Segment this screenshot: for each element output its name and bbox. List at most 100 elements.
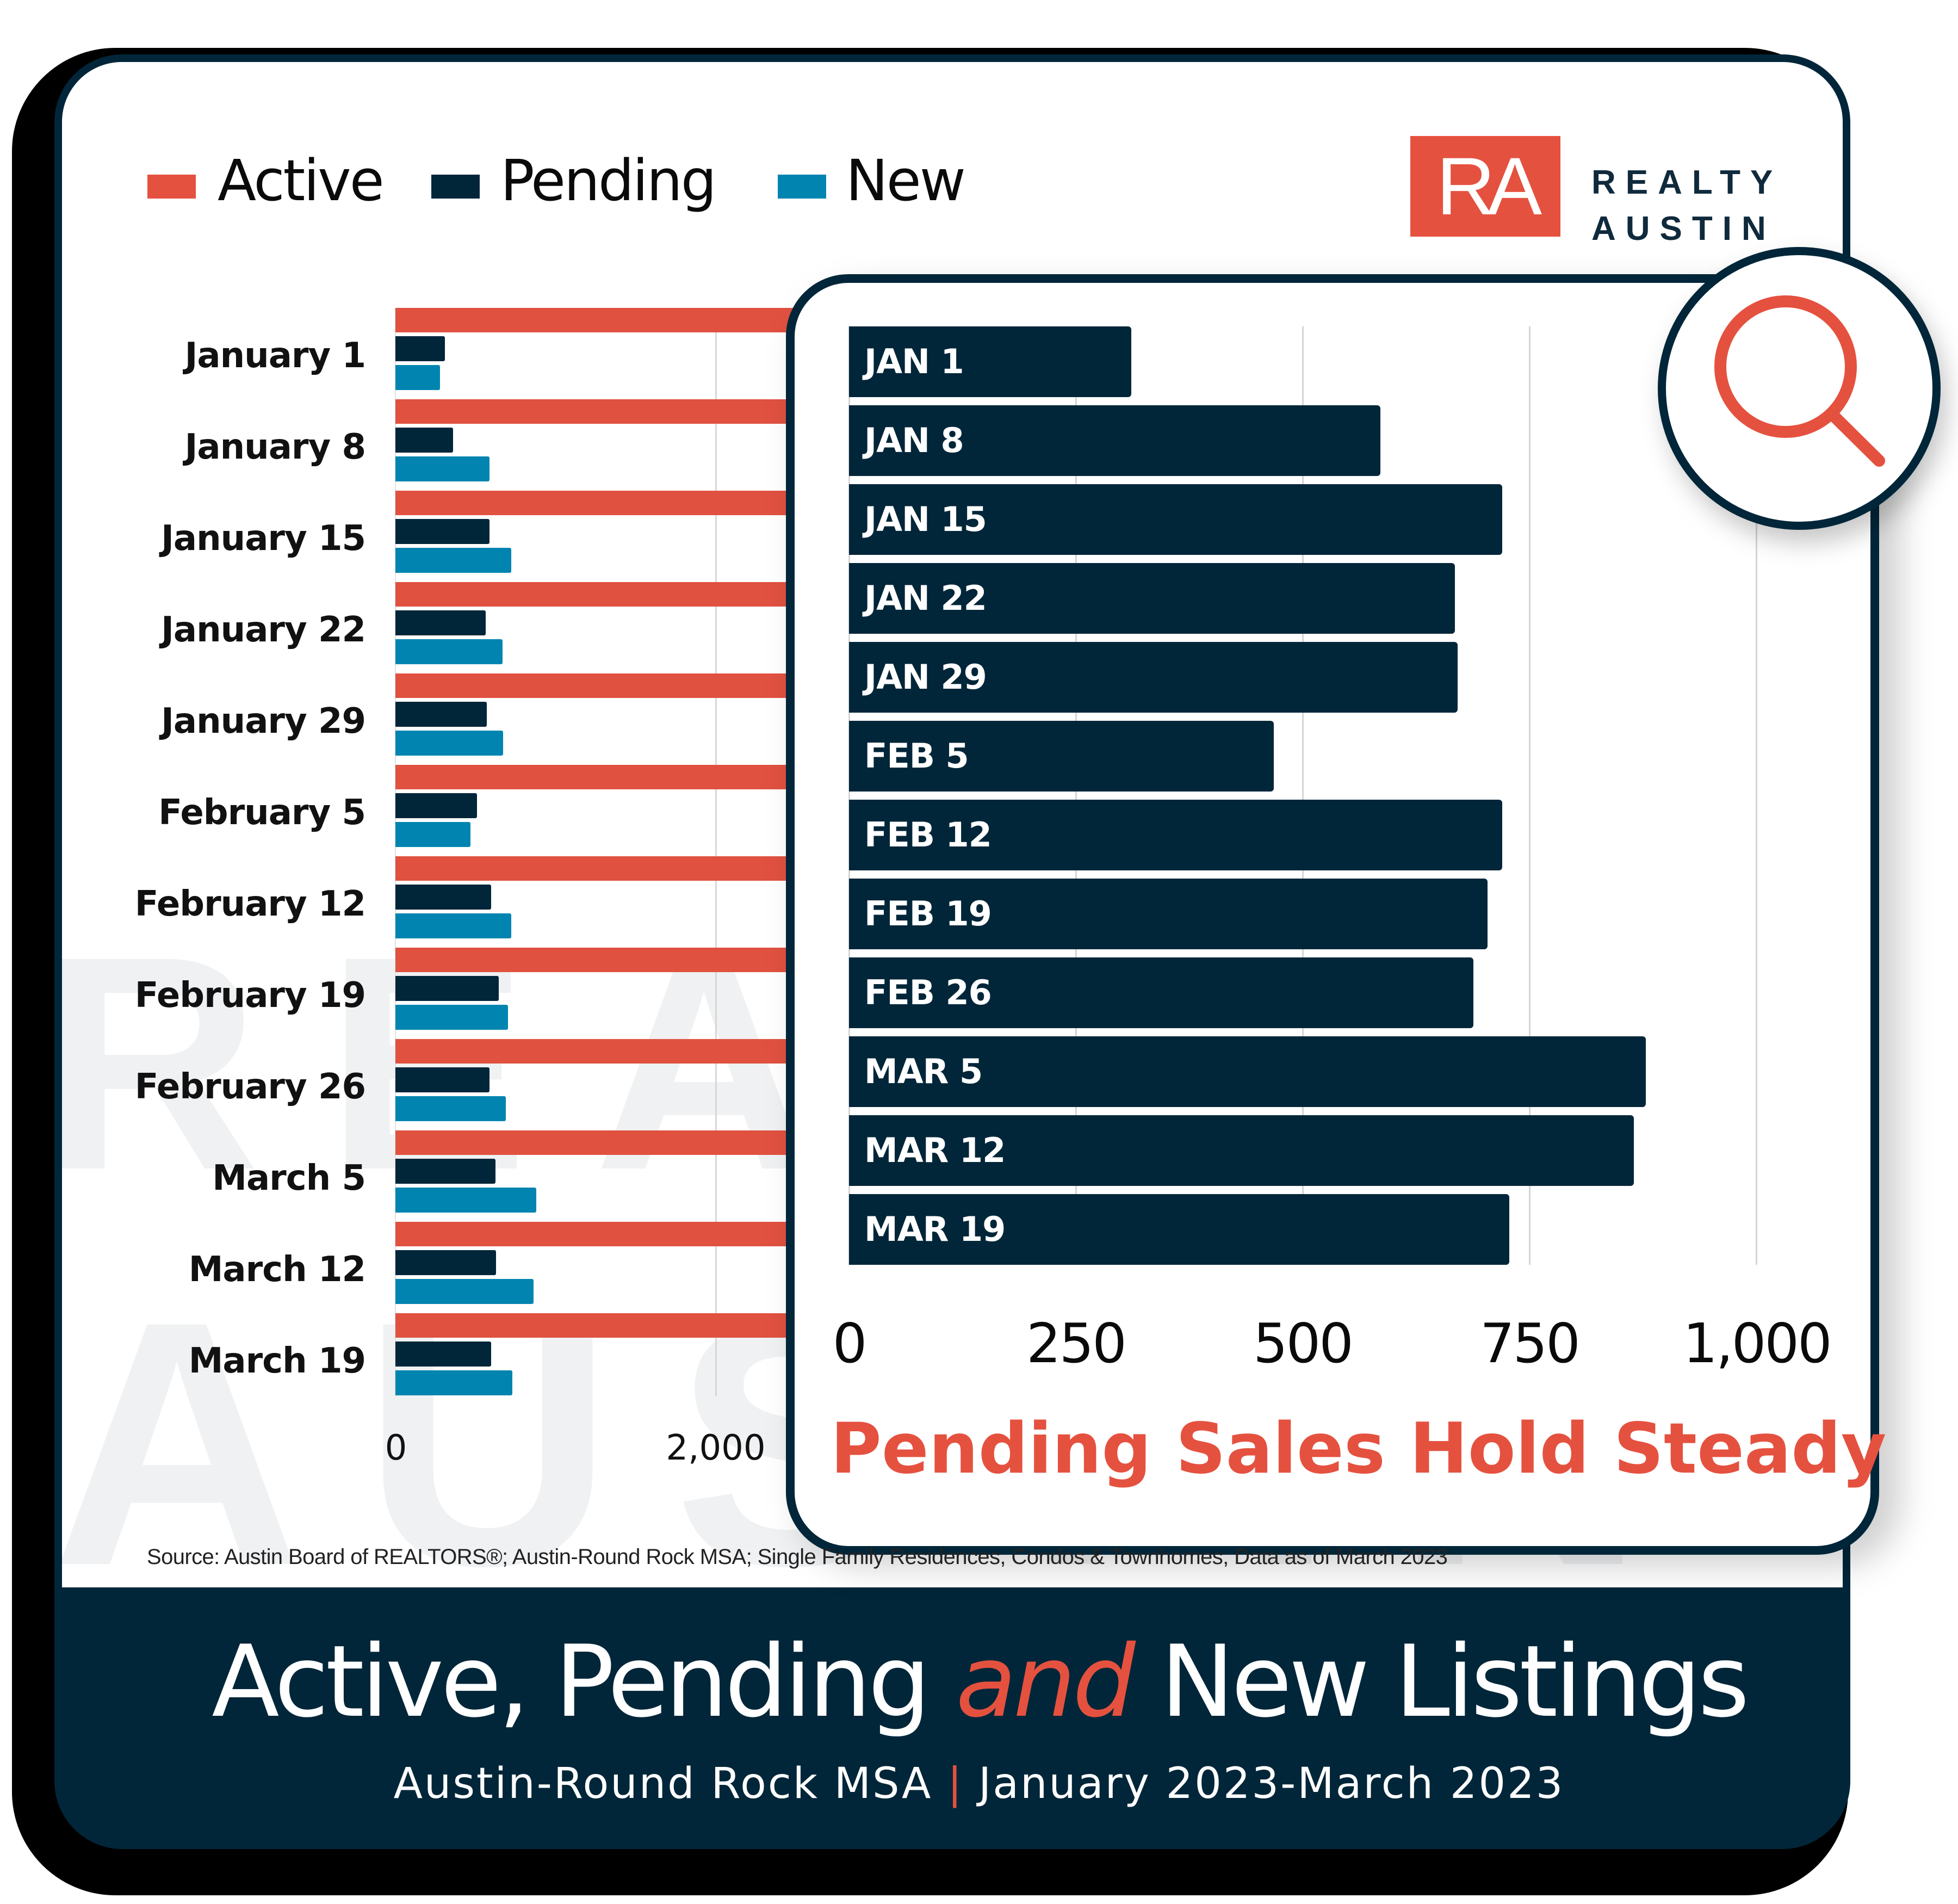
banner-title: Active, Pending and New Listings (0, 1632, 1958, 1731)
inset-bar-label: FEB 26 (864, 973, 992, 1012)
banner-subtitle-part1: Austin-Round Rock MSA (393, 1759, 948, 1808)
legend-label-new: New (846, 147, 966, 214)
inset-bar: MAR 12 (849, 1115, 1634, 1186)
inset-bar-label: JAN 1 (864, 342, 964, 381)
inset-bar: FEB 12 (849, 800, 1502, 870)
bar-new (395, 913, 511, 938)
inset-bar: JAN 22 (849, 563, 1455, 634)
bar-pending (395, 976, 499, 1001)
legend-label-active: Active (218, 147, 385, 214)
inset-x-tick-750: 750 (1480, 1312, 1581, 1375)
banner-title-part1: Active, Pending (212, 1624, 956, 1739)
row-label: January 15 (161, 518, 366, 559)
inset-gridline-0 (848, 326, 850, 1265)
axis-zero-line (395, 308, 396, 1396)
inset-bar: JAN 15 (849, 484, 1502, 555)
inset-bar-label: FEB 19 (864, 894, 992, 934)
bar-active (395, 1039, 800, 1064)
bar-active (395, 856, 800, 881)
bar-active (395, 1130, 800, 1155)
realty-austin-logo-mark: RA (1410, 136, 1560, 237)
inset-gridline-500 (1302, 326, 1304, 1265)
bar-pending (395, 610, 486, 635)
magnifier-badge (1658, 247, 1941, 530)
inset-x-tick-250: 250 (1026, 1312, 1127, 1375)
bar-new (395, 1096, 506, 1121)
inset-gridline-1000 (1756, 326, 1757, 1265)
row-label: February 26 (134, 1067, 366, 1107)
bar-new (395, 548, 511, 573)
inset-bar-label: MAR 12 (864, 1130, 1006, 1170)
bar-new (395, 456, 490, 481)
inset-bar-label: JAN 8 (864, 421, 964, 460)
banner-title-and: and (956, 1624, 1135, 1739)
inset-gridline-250 (1075, 326, 1077, 1265)
bar-new (395, 1279, 534, 1304)
row-label: February 19 (134, 975, 366, 1016)
bar-active (395, 582, 800, 607)
bar-new (395, 1370, 512, 1395)
legend-swatch-pending (431, 175, 480, 199)
bar-new (395, 1005, 508, 1030)
inset-bar-label: FEB 12 (864, 815, 992, 855)
inset-bar: FEB 5 (849, 721, 1274, 792)
bar-pending (395, 793, 477, 818)
bar-active (395, 765, 800, 789)
banner-subtitle-part2: January 2023-March 2023 (963, 1759, 1565, 1808)
bar-new (395, 365, 440, 390)
bar-active (395, 1222, 800, 1246)
row-label: January 22 (161, 610, 366, 650)
bar-new (395, 1188, 536, 1213)
inset-bar: JAN 8 (849, 405, 1380, 476)
inset-bar: MAR 19 (849, 1194, 1509, 1265)
inset-bar-label: JAN 15 (864, 499, 987, 539)
bar-pending (395, 885, 491, 910)
bar-active (395, 491, 800, 515)
inset-bar: JAN 29 (849, 642, 1458, 713)
gridline-2000 (715, 308, 717, 1396)
row-label: February 5 (158, 793, 366, 833)
inset-bar-label: FEB 5 (864, 736, 969, 776)
bar-pending (395, 702, 487, 727)
bar-pending (395, 1067, 490, 1092)
banner-subtitle: Austin-Round Rock MSA | January 2023-Mar… (0, 1763, 1958, 1805)
inset-gridline-750 (1529, 326, 1531, 1265)
bar-pending (395, 1250, 496, 1275)
bar-active (395, 673, 800, 698)
row-label: February 12 (134, 884, 366, 924)
inset-x-tick-0: 0 (832, 1312, 868, 1375)
bar-pending (395, 1342, 491, 1367)
main-x-tick-2000: 2,000 (666, 1428, 766, 1468)
legend-swatch-active (147, 175, 196, 199)
inset-bar-label: MAR 5 (864, 1052, 983, 1091)
bar-new (395, 822, 470, 847)
legend-label-pending: Pending (500, 147, 717, 214)
row-label: March 5 (212, 1158, 366, 1198)
inset-bar: JAN 1 (849, 326, 1131, 397)
bar-pending (395, 519, 490, 544)
row-label: March 19 (188, 1341, 366, 1381)
inset-bar-label: MAR 19 (864, 1209, 1006, 1249)
row-label: January 29 (161, 701, 366, 741)
bar-active (395, 948, 800, 972)
inset-bar: FEB 19 (849, 879, 1488, 949)
inset-title: Pending Sales Hold Steady (831, 1408, 1887, 1489)
magnifier-icon (1714, 295, 1885, 467)
row-label: March 12 (188, 1250, 366, 1290)
logo-text-realty: REALTY (1591, 164, 1783, 201)
row-label: January 1 (184, 336, 366, 376)
banner-subtitle-separator: | (947, 1759, 964, 1808)
bar-active (395, 308, 800, 332)
inset-bar-label: JAN 29 (864, 657, 987, 697)
inset-bar: MAR 5 (849, 1036, 1646, 1107)
logo-text-austin: AUSTIN (1591, 210, 1776, 248)
bar-pending (395, 428, 453, 453)
legend-swatch-new (778, 175, 826, 199)
bar-pending (395, 336, 445, 361)
banner-title-part2: New Listings (1132, 1624, 1750, 1739)
inset-bar: FEB 26 (849, 957, 1473, 1028)
bar-active (395, 399, 800, 424)
bar-new (395, 731, 503, 756)
source-note: Source: Austin Board of REALTORS®; Austi… (147, 1545, 1448, 1569)
bar-pending (395, 1159, 495, 1184)
